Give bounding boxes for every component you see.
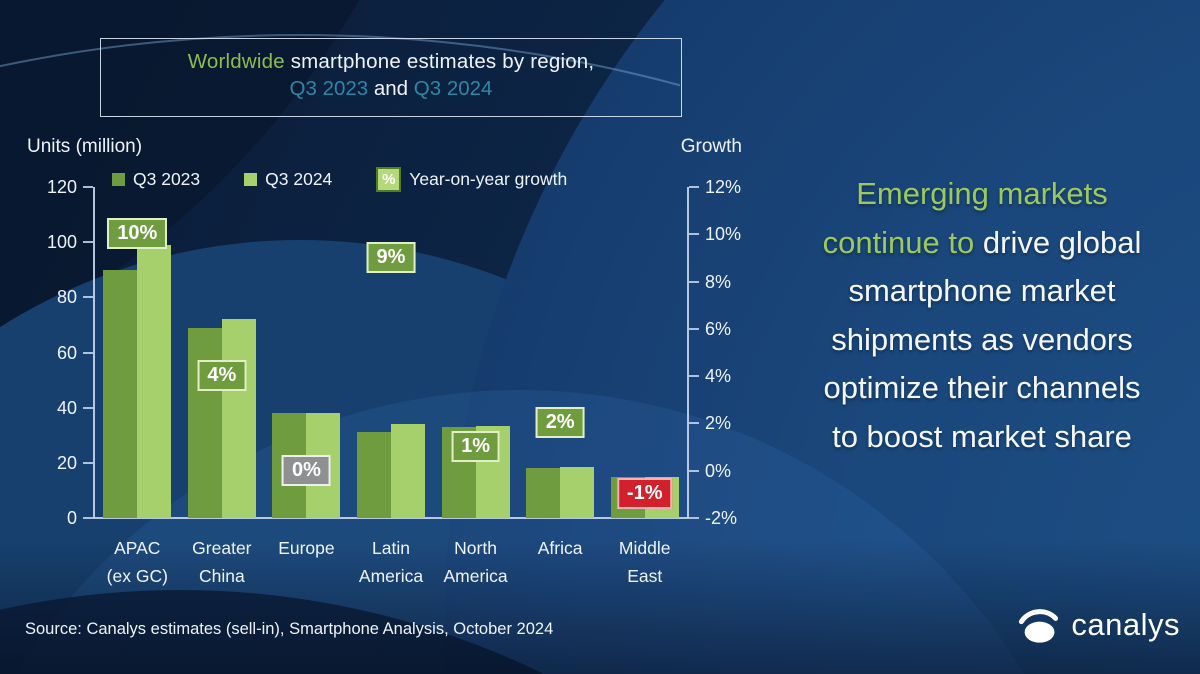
bar-q3-2024 [560,467,595,518]
right-axis-tick [689,280,699,283]
left-axis-title: Units (million) [27,136,143,157]
annotation-line: continue to drive global [822,224,1142,260]
y-tick-label-right: 4% [705,366,732,387]
legend-item-q3-2024: Q3 2024 [244,169,332,190]
legend-item-q3-2023: Q3 2023 [112,169,200,190]
y-tick-label-left: 0 [66,508,77,528]
canalys-logo-text: canalys [1071,607,1180,642]
chart-title-line1: Worldwide smartphone estimates by region… [101,50,681,74]
bar-q3-2023 [103,269,138,518]
legend-label-q3-2024: Q3 2024 [265,168,333,189]
canalys-logo-icon [1019,609,1059,643]
y-tick-label-left: 80 [56,287,77,308]
left-axis-tick [83,186,93,188]
annotation-line: Emerging markets [856,176,1108,211]
right-axis-line [687,187,689,518]
legend-item-growth: % Year-on-year growth [376,166,568,192]
growth-badge: -1% [616,478,673,510]
chart-title-line2: Q3 2023 and Q3 2024 [101,77,681,101]
bar-q3-2023 [357,432,391,518]
y-tick-label-right: 2% [705,413,732,434]
x-tick-label: Africa [537,538,583,558]
canalys-logo: canalys [1016,604,1180,646]
y-tick-label-left: 40 [56,397,77,418]
left-axis-line [93,187,95,518]
y-tick-label-left: 120 [46,177,77,197]
growth-badge: 10% [107,218,168,250]
x-axis-baseline [93,517,689,519]
y-tick-label-right: 12% [705,177,742,197]
y-tick-label-right: 0% [705,460,732,481]
bar-q3-2024 [137,244,172,518]
x-tick-label: Middle East [618,538,671,586]
y-tick-label-right: 8% [705,271,732,292]
annotation-line: optimize their channels [823,370,1141,405]
growth-badge: 0% [281,454,331,486]
y-tick-label-left: 20 [56,452,77,473]
right-axis-tick [689,517,699,519]
right-axis-tick [689,422,699,425]
growth-badge: 9% [366,241,416,273]
bar-q3-2023 [187,327,222,518]
bar-q3-2024 [391,424,425,518]
right-axis-tick [689,327,699,330]
x-tick-label: Greater China [192,538,252,586]
y-tick-label-left: 100 [46,232,77,253]
y-tick-label-left: 60 [56,342,77,363]
title-and: and [368,77,414,100]
bar-q3-2023 [526,468,561,518]
y-tick-label-right: 6% [705,318,732,339]
annotation-line: smartphone market [848,273,1116,308]
title-q3-2023: Q3 2023 [289,77,369,100]
right-axis-tick [689,375,699,378]
growth-badge: 2% [535,407,585,439]
left-axis-tick [83,296,93,299]
source-note: Source: Canalys estimates (sell-in), Sma… [25,620,554,638]
left-axis-tick [83,461,93,464]
title-q3-2024: Q3 2024 [413,77,493,100]
legend-swatch-q3-2024 [244,172,258,186]
x-tick-label: North America [443,538,508,586]
left-axis-tick [83,351,93,354]
annotation-text: Emerging markets continue to drive globa… [762,170,1200,461]
y-tick-label-right: -2% [705,508,738,528]
right-axis-tick [689,469,699,472]
legend-swatch-q3-2023 [112,172,125,186]
x-tick-label: Latin America [358,538,424,586]
legend-label-q3-2023: Q3 2023 [133,168,201,189]
left-axis-tick [83,517,93,519]
annotation-line: to boost market share [832,418,1132,454]
right-axis-tick [689,233,699,236]
percent-badge-icon: % [376,166,402,192]
annotation-line: shipments as vendors [831,321,1133,357]
left-axis-tick [83,241,93,244]
title-green-text: Worldwide [187,50,285,73]
right-axis-tick [689,186,699,188]
chart-title-box: Worldwide smartphone estimates by region… [100,38,682,117]
right-axis-title: Growth [680,136,742,157]
legend-label-growth: Year-on-year growth [409,168,568,189]
growth-badge: 1% [451,431,501,463]
x-tick-label: APAC (ex GC) [106,538,168,586]
y-tick-label-right: 10% [705,224,742,245]
title-white-text: smartphone estimates by region, [284,50,595,73]
x-tick-label: Europe [278,538,335,558]
left-axis-tick [83,406,93,409]
chart-legend: Q3 2023 Q3 2024 % Year-on-year growth [112,166,567,192]
bar-q3-2024 [221,319,256,518]
growth-badge: 4% [197,360,247,392]
